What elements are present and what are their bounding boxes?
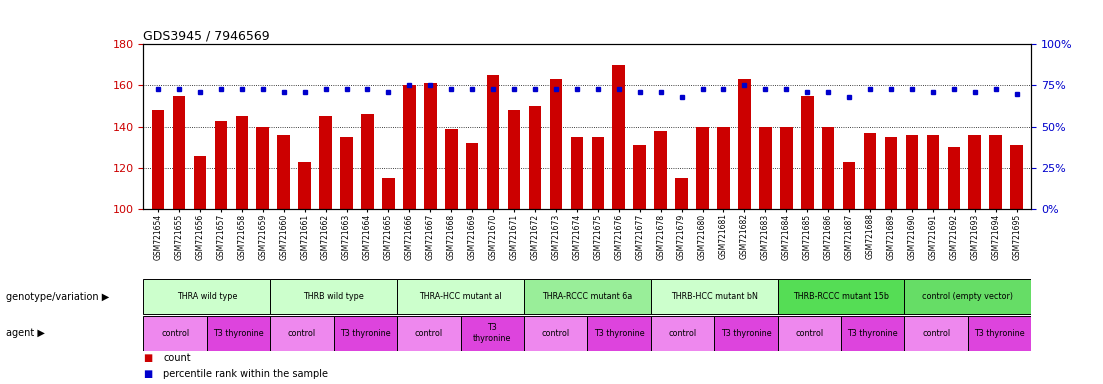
FancyBboxPatch shape xyxy=(524,316,588,351)
Text: T3 thyronine: T3 thyronine xyxy=(974,329,1025,338)
FancyBboxPatch shape xyxy=(143,316,207,351)
FancyBboxPatch shape xyxy=(207,316,270,351)
Text: control: control xyxy=(922,329,950,338)
Bar xyxy=(152,110,164,209)
Bar xyxy=(801,96,814,209)
FancyBboxPatch shape xyxy=(651,279,778,314)
Bar xyxy=(989,135,1002,209)
Bar xyxy=(654,131,667,209)
Text: THRB wild type: THRB wild type xyxy=(303,292,364,301)
Text: agent ▶: agent ▶ xyxy=(6,328,44,338)
Bar xyxy=(298,162,311,209)
FancyBboxPatch shape xyxy=(270,316,334,351)
Text: GDS3945 / 7946569: GDS3945 / 7946569 xyxy=(143,30,270,43)
Bar xyxy=(507,110,521,209)
Text: THRA-HCC mutant al: THRA-HCC mutant al xyxy=(419,292,502,301)
Bar xyxy=(885,137,897,209)
FancyBboxPatch shape xyxy=(715,316,778,351)
FancyBboxPatch shape xyxy=(904,279,1031,314)
Text: T3 thyronine: T3 thyronine xyxy=(213,329,264,338)
FancyBboxPatch shape xyxy=(334,316,397,351)
Text: control: control xyxy=(161,329,189,338)
Text: T3
thyronine: T3 thyronine xyxy=(473,323,512,343)
Bar xyxy=(696,127,709,209)
FancyBboxPatch shape xyxy=(778,316,842,351)
FancyBboxPatch shape xyxy=(651,316,715,351)
Text: control: control xyxy=(415,329,442,338)
Bar xyxy=(319,116,332,209)
Bar xyxy=(947,147,960,209)
Text: ■: ■ xyxy=(143,353,152,363)
Bar xyxy=(278,135,290,209)
FancyBboxPatch shape xyxy=(904,316,968,351)
Bar xyxy=(864,133,877,209)
FancyBboxPatch shape xyxy=(968,316,1031,351)
Bar xyxy=(759,127,772,209)
Bar xyxy=(424,83,437,209)
Text: T3 thyronine: T3 thyronine xyxy=(593,329,644,338)
Text: count: count xyxy=(163,353,191,363)
Bar xyxy=(257,127,269,209)
FancyBboxPatch shape xyxy=(461,316,524,351)
Bar xyxy=(738,79,751,209)
Bar xyxy=(340,137,353,209)
Text: control: control xyxy=(795,329,823,338)
Text: control (empty vector): control (empty vector) xyxy=(922,292,1014,301)
Bar xyxy=(486,75,500,209)
Bar xyxy=(549,79,563,209)
Text: control: control xyxy=(542,329,569,338)
Text: ■: ■ xyxy=(143,369,152,379)
Bar xyxy=(215,121,227,209)
FancyBboxPatch shape xyxy=(778,279,904,314)
Text: THRA wild type: THRA wild type xyxy=(176,292,237,301)
Text: control: control xyxy=(668,329,696,338)
Bar xyxy=(173,96,185,209)
Bar xyxy=(570,137,583,209)
Text: percentile rank within the sample: percentile rank within the sample xyxy=(163,369,329,379)
Bar xyxy=(927,135,939,209)
Text: THRA-RCCC mutant 6a: THRA-RCCC mutant 6a xyxy=(543,292,632,301)
Bar xyxy=(403,85,416,209)
Text: T3 thyronine: T3 thyronine xyxy=(720,329,771,338)
Bar xyxy=(780,127,793,209)
Text: control: control xyxy=(288,329,315,338)
Bar xyxy=(1010,145,1022,209)
Bar xyxy=(612,65,625,209)
Bar xyxy=(822,127,835,209)
Bar xyxy=(843,162,856,209)
Bar xyxy=(382,178,395,209)
Text: T3 thyronine: T3 thyronine xyxy=(847,329,898,338)
Bar xyxy=(361,114,374,209)
Bar xyxy=(528,106,542,209)
Bar xyxy=(465,143,479,209)
Bar xyxy=(445,129,458,209)
FancyBboxPatch shape xyxy=(397,279,524,314)
FancyBboxPatch shape xyxy=(842,316,904,351)
Bar xyxy=(194,156,206,209)
Bar xyxy=(633,145,646,209)
FancyBboxPatch shape xyxy=(524,279,651,314)
Bar xyxy=(968,135,981,209)
Text: genotype/variation ▶: genotype/variation ▶ xyxy=(6,291,109,302)
Bar xyxy=(675,178,688,209)
FancyBboxPatch shape xyxy=(588,316,651,351)
FancyBboxPatch shape xyxy=(270,279,397,314)
FancyBboxPatch shape xyxy=(143,279,270,314)
FancyBboxPatch shape xyxy=(397,316,461,351)
Bar xyxy=(717,127,730,209)
Text: T3 thyronine: T3 thyronine xyxy=(340,329,390,338)
Bar xyxy=(591,137,604,209)
Text: THRB-RCCC mutant 15b: THRB-RCCC mutant 15b xyxy=(793,292,889,301)
Bar xyxy=(236,116,248,209)
Text: THRB-HCC mutant bN: THRB-HCC mutant bN xyxy=(671,292,758,301)
Bar xyxy=(906,135,918,209)
